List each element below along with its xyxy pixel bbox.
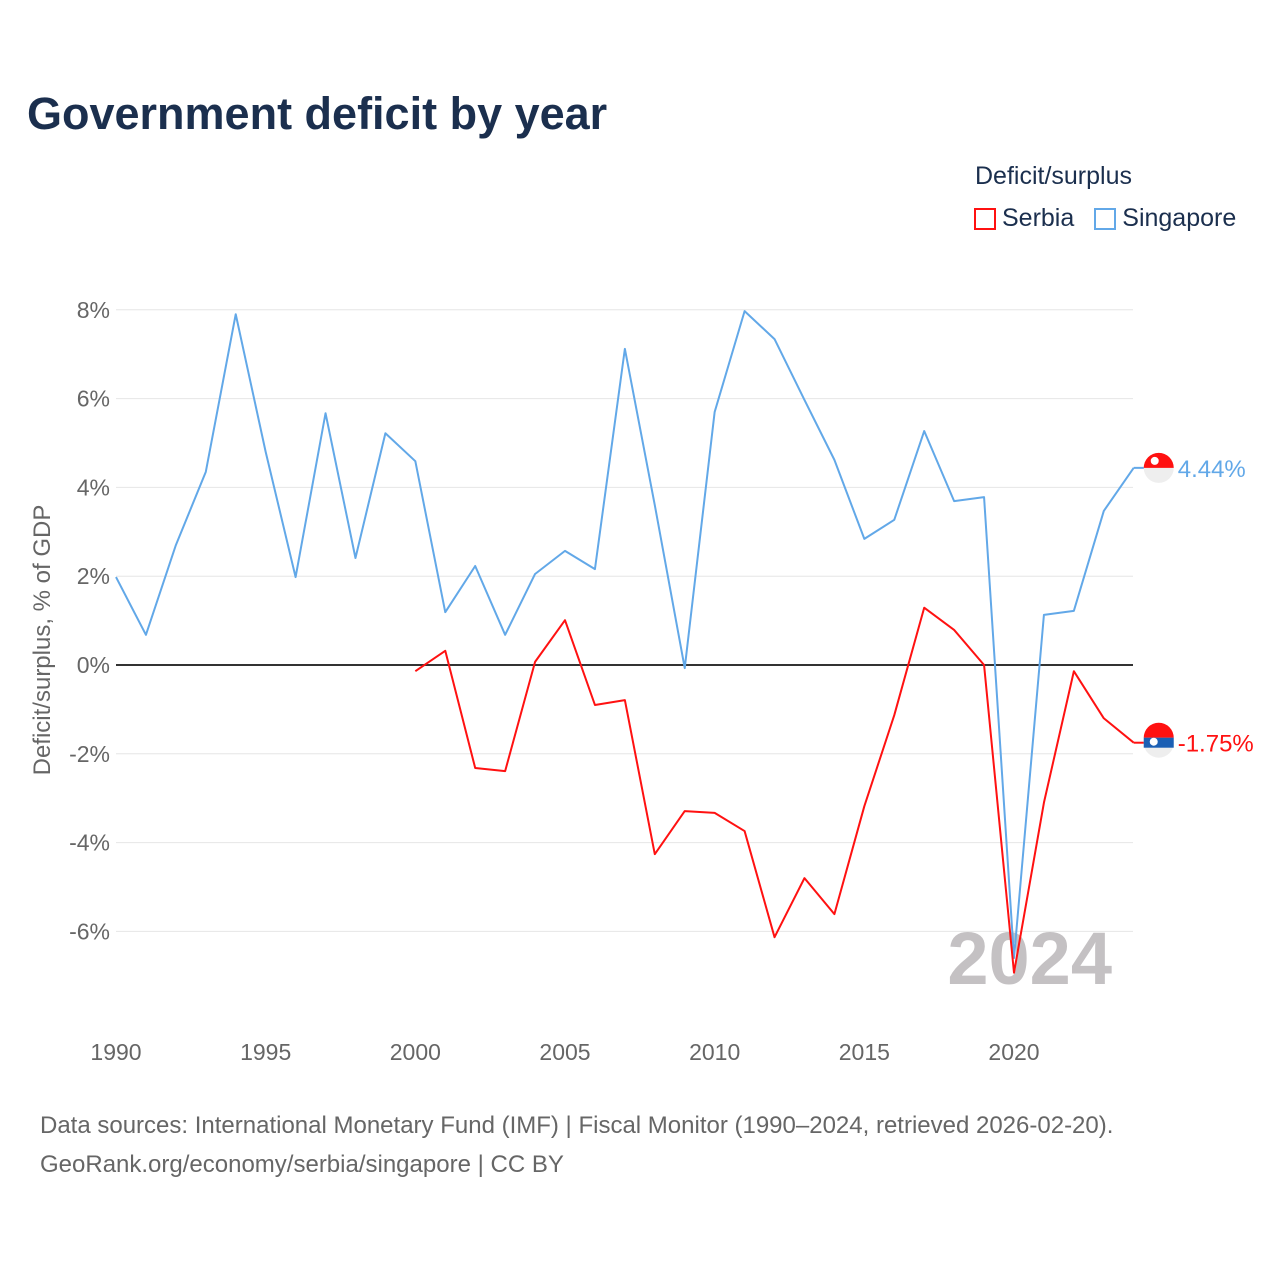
- x-tick-label: 2010: [689, 1039, 740, 1065]
- flag-red-band: [1143, 452, 1174, 468]
- flag-red-band: [1143, 722, 1174, 738]
- y-tick-label: 2%: [77, 563, 110, 589]
- end-value-label: 4.44%: [1178, 456, 1246, 483]
- legend-item-serbia[interactable]: Serbia: [974, 204, 1074, 233]
- end-value-label: -1.75%: [1178, 731, 1254, 758]
- y-tick-label: 6%: [77, 386, 110, 412]
- chart-title: Government deficit by year: [27, 88, 608, 139]
- data-source: Data sources: International Monetary Fun…: [40, 1112, 1114, 1139]
- legend-swatch-serbia: [974, 207, 996, 230]
- series-line-serbia: [414, 606, 1135, 974]
- y-tick-label: -2%: [69, 741, 110, 767]
- legend: Serbia Singapore: [974, 204, 1236, 233]
- x-tick-label: 1990: [90, 1039, 141, 1065]
- y-tick-label: 0%: [77, 652, 110, 678]
- legend-label: Serbia: [1002, 204, 1075, 232]
- x-tick-label: 2000: [390, 1039, 441, 1065]
- legend-swatch-singapore: [1094, 207, 1117, 230]
- attribution-link[interactable]: GeoRank.org/economy/serbia/singapore | C…: [40, 1151, 564, 1178]
- series-line-singapore: [115, 310, 1135, 960]
- y-tick-label: -4%: [69, 830, 110, 856]
- legend-label: Singapore: [1122, 204, 1237, 232]
- x-tick-label: 2005: [539, 1039, 590, 1065]
- flag-icon-singapore: [1143, 452, 1174, 483]
- y-axis-label: Deficit/surplus, % of GDP: [29, 505, 56, 776]
- x-tick-label: 2015: [839, 1039, 890, 1065]
- flag-icon-serbia: [1143, 722, 1174, 758]
- legend-title: Deficit/surplus: [975, 162, 1132, 190]
- flag-blue-band: [1143, 737, 1174, 748]
- x-tick-label: 2020: [988, 1039, 1039, 1065]
- flag-emblem: [1149, 737, 1158, 746]
- flag-crescent: [1150, 456, 1159, 465]
- footer: Data sources: International Monetary Fun…: [40, 1106, 1113, 1184]
- legend-item-singapore[interactable]: Singapore: [1094, 204, 1236, 233]
- year-watermark: 2024: [947, 917, 1112, 1000]
- y-tick-label: -6%: [69, 918, 110, 944]
- y-tick-label: 4%: [77, 474, 110, 500]
- y-tick-label: 8%: [77, 297, 110, 323]
- x-tick-label: 1995: [240, 1039, 291, 1065]
